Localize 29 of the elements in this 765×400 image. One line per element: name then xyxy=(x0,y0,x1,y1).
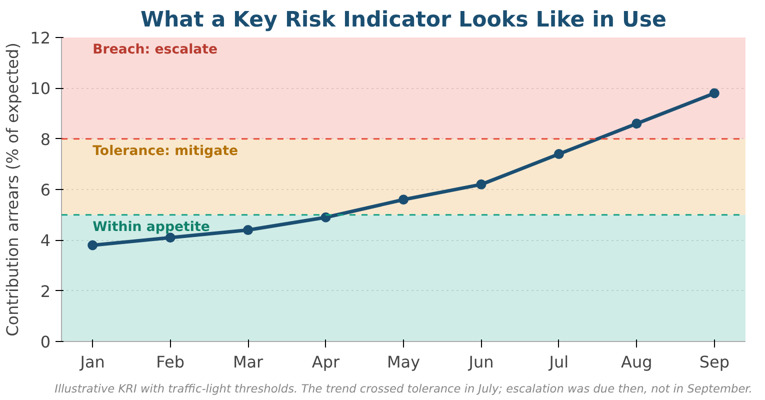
x-tick-label: Aug xyxy=(621,352,652,372)
x-tick-label: Jan xyxy=(79,352,105,372)
x-tick-label: May xyxy=(386,352,420,372)
band-label: Within appetite xyxy=(92,220,210,235)
y-tick-label: 12 xyxy=(30,28,50,48)
y-tick-label: 10 xyxy=(30,79,50,98)
y-tick-label: 6 xyxy=(40,180,51,200)
text: Illustrative KRI with traffic-light thresholds. The trend crossed tolerance in July; escalation was due then, not in September. xyxy=(54,382,752,396)
band-label: Breach: escalate xyxy=(92,42,218,58)
x-tick-label: Jul xyxy=(548,352,569,372)
y-axis-title: Contribution arrears (% of expected) xyxy=(3,42,22,336)
y-tick-label: 2 xyxy=(40,282,51,301)
band-label: Tolerance: mitigate xyxy=(92,144,238,159)
x-tick-label: Feb xyxy=(156,352,184,372)
x-tick-label: Jun xyxy=(468,352,494,372)
point xyxy=(709,88,720,98)
point xyxy=(243,225,254,236)
chart-title: What a Key Risk Indicator Looks Like in Use xyxy=(140,8,667,32)
y-tick-label: 8 xyxy=(40,130,51,149)
y-tick-label: 0 xyxy=(40,332,51,352)
point xyxy=(398,194,408,205)
x-tick-label: Mar xyxy=(232,352,264,372)
x-tick-label: Apr xyxy=(312,352,340,372)
point xyxy=(632,118,642,129)
point xyxy=(476,179,486,190)
x-tick-label: Sep xyxy=(699,352,730,372)
y-tick-label: 4 xyxy=(40,231,51,250)
point xyxy=(554,149,564,160)
point xyxy=(88,240,98,250)
